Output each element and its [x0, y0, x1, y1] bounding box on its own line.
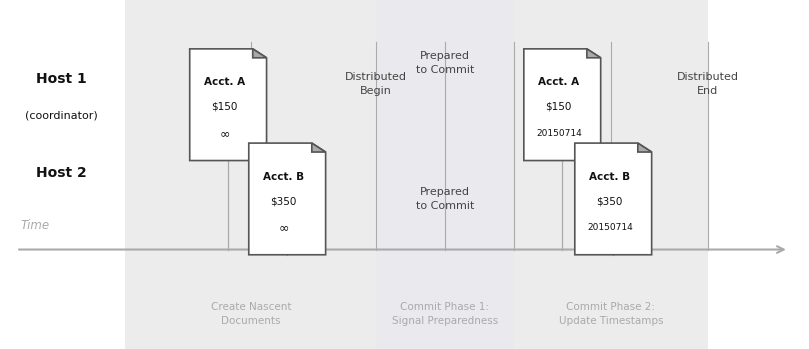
- Text: Create Nascent
Documents: Create Nascent Documents: [210, 302, 291, 327]
- Text: 20150714: 20150714: [536, 129, 582, 138]
- Text: Acct. B: Acct. B: [263, 172, 304, 181]
- Polygon shape: [524, 49, 600, 161]
- Text: Distributed
End: Distributed End: [677, 72, 739, 96]
- Text: $150: $150: [211, 102, 238, 112]
- Text: Commit Phase 1:
Signal Preparedness: Commit Phase 1: Signal Preparedness: [392, 302, 498, 327]
- Polygon shape: [574, 143, 651, 255]
- Text: Host 2: Host 2: [36, 166, 87, 180]
- Polygon shape: [252, 49, 266, 58]
- Text: (coordinator): (coordinator): [25, 110, 98, 120]
- Polygon shape: [248, 143, 325, 255]
- Text: Distributed
Begin: Distributed Begin: [345, 72, 407, 96]
- Bar: [0, 0, 125, 349]
- Polygon shape: [587, 49, 600, 58]
- Text: Acct. A: Acct. A: [538, 77, 579, 87]
- Text: Prepared
to Commit: Prepared to Commit: [416, 51, 474, 75]
- Text: $350: $350: [596, 196, 623, 206]
- Text: Acct. B: Acct. B: [589, 172, 630, 181]
- Bar: [125, 0, 376, 349]
- Text: Acct. A: Acct. A: [204, 77, 245, 87]
- Bar: [708, 0, 809, 349]
- Polygon shape: [637, 143, 651, 152]
- Text: $150: $150: [545, 102, 572, 112]
- Text: Commit Phase 2:
Update Timestamps: Commit Phase 2: Update Timestamps: [558, 302, 663, 327]
- Text: 20150714: 20150714: [587, 223, 633, 232]
- Text: $350: $350: [270, 196, 297, 206]
- Bar: [376, 0, 514, 349]
- Polygon shape: [311, 143, 325, 152]
- Text: Time: Time: [20, 219, 49, 232]
- Text: ∞: ∞: [219, 127, 230, 140]
- Text: Prepared
to Commit: Prepared to Commit: [416, 187, 474, 211]
- Text: ∞: ∞: [278, 222, 289, 235]
- Bar: [514, 0, 708, 349]
- Polygon shape: [189, 49, 266, 161]
- Text: Host 1: Host 1: [36, 72, 87, 86]
